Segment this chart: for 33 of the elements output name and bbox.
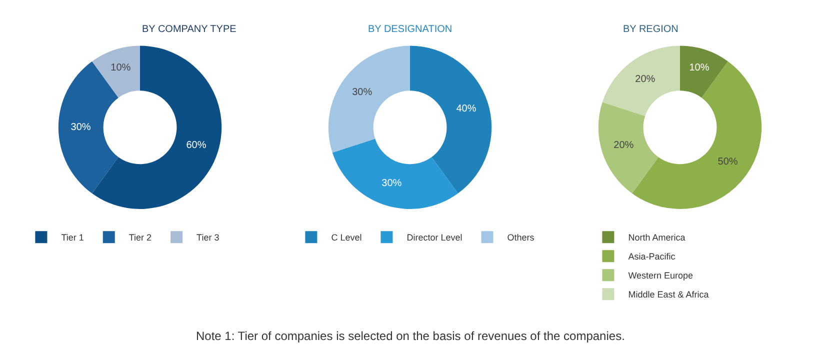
data-label: 20% <box>635 74 656 86</box>
legend-label: Director Level <box>406 232 462 243</box>
data-label: 40% <box>456 104 476 115</box>
donut-slice <box>632 61 762 209</box>
legend-label: Tier 1 <box>61 232 84 243</box>
data-label: 50% <box>718 156 738 168</box>
chart-title: BY COMPANY TYPE <box>142 24 237 35</box>
legend-label: Western Europe <box>628 270 694 281</box>
chart-title: BY DESIGNATION <box>368 24 452 35</box>
donut-slice <box>680 46 728 98</box>
donut-slice <box>92 46 222 209</box>
data-label: 30% <box>352 87 372 98</box>
chart-title: BY REGION <box>623 24 678 35</box>
legend-label: Others <box>507 232 535 243</box>
data-label: 60% <box>186 140 206 152</box>
legend-label: C Level <box>331 232 362 243</box>
donut-slice <box>92 46 140 98</box>
legend-label: Tier 2 <box>128 232 152 243</box>
data-label: 30% <box>70 122 91 133</box>
data-label: 10% <box>689 62 710 74</box>
donut-slice <box>328 46 410 153</box>
donut-slice <box>332 138 458 209</box>
text: Note 1: Tier of companies is selected on the basis of revenues of the companies. <box>196 329 625 343</box>
legend-label: Tier 3 <box>196 232 220 243</box>
data-label: 30% <box>382 178 402 190</box>
legend-label: Asia-Pacific <box>628 252 676 262</box>
legend-label: North America <box>628 232 686 243</box>
legend-label: Middle East & Africa <box>628 290 709 300</box>
donut-slice <box>410 46 492 194</box>
donut-slice <box>602 46 680 116</box>
data-label: 20% <box>614 140 634 152</box>
data-label: 10% <box>110 62 131 74</box>
donut-slice <box>598 102 658 194</box>
